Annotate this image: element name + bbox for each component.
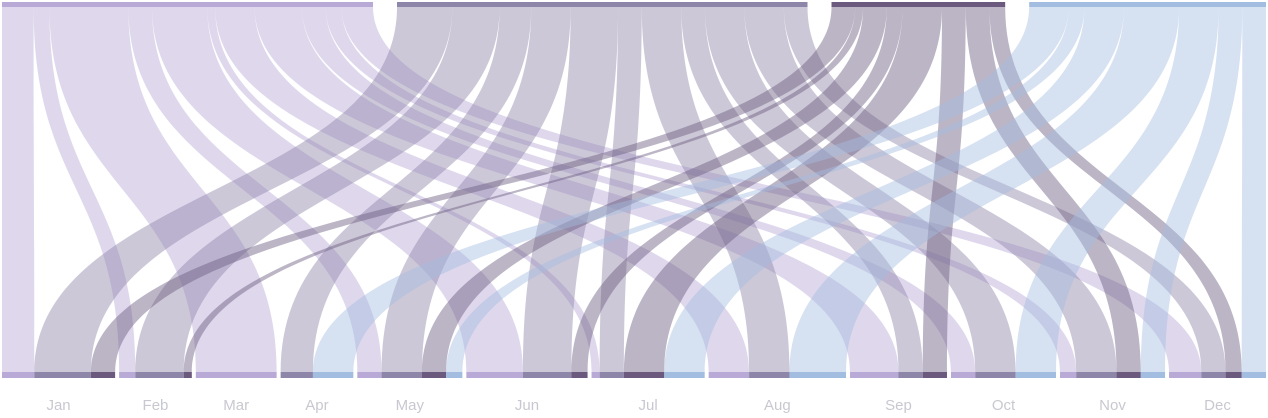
month-node-segment-may-s1 <box>381 372 422 378</box>
month-label-jul: Jul <box>639 397 658 414</box>
flow-link-s0-feb <box>33 7 136 372</box>
flow-link-s3-apr <box>312 7 1069 372</box>
flow-link-s0-jul <box>207 7 600 372</box>
month-node-segment-sep-s1 <box>898 372 923 378</box>
month-node-segment-sep-s2 <box>922 372 947 378</box>
flow-link-s3-jul <box>664 7 1124 372</box>
month-label-apr: Apr <box>305 397 328 414</box>
flow-link-s2-jun <box>571 7 903 372</box>
month-node-segment-jan-s2 <box>90 372 116 378</box>
month-node-segment-dec-s3 <box>1241 372 1266 378</box>
flow-link-s0-nov <box>325 7 1077 372</box>
month-node-segment-nov-s3 <box>1140 372 1166 378</box>
flow-link-s2-jan <box>90 7 856 372</box>
month-node-segment-oct-s1 <box>975 372 1016 378</box>
month-node-segment-aug-s3 <box>789 372 847 378</box>
flow-link-s0-jan <box>2 7 35 372</box>
month-node-segment-oct-s0 <box>950 372 976 378</box>
month-label-dec: Dec <box>1204 397 1231 414</box>
flow-link-s1-jun <box>522 7 619 372</box>
flow-link-s0-jun <box>151 7 523 372</box>
flow-link-s1-dec <box>783 7 1226 372</box>
month-node-segment-jun-s0 <box>466 372 523 378</box>
month-node-segment-jul-s1 <box>599 372 624 378</box>
flow-link-s1-oct <box>704 7 1016 372</box>
flow-link-s1-sep <box>681 7 923 372</box>
flow-link-s3-dec <box>1241 7 1266 372</box>
month-node-segment-feb-s1 <box>135 372 184 378</box>
month-node-segment-aug-s0 <box>708 372 750 378</box>
month-label-sep: Sep <box>885 397 912 414</box>
month-node-segment-dec-s0 <box>1169 372 1202 378</box>
flow-link-s3-may <box>446 7 1085 372</box>
flow-link-s0-oct <box>301 7 976 372</box>
month-node-segment-may-s0 <box>357 372 382 378</box>
flow-link-s3-oct <box>1015 7 1219 372</box>
month-node-segment-may-s2 <box>421 372 447 378</box>
month-node-segment-nov-s0 <box>1060 372 1077 378</box>
month-node-segment-jul-s0 <box>591 372 600 378</box>
flow-link-s3-nov <box>1140 7 1243 372</box>
month-node-segment-jan-s1 <box>34 372 91 378</box>
month-node-segment-jun-s2 <box>571 372 588 378</box>
flow-link-s1-jan <box>34 7 453 372</box>
month-label-mar: Mar <box>223 397 249 414</box>
month-node-segment-aug-s1 <box>749 372 790 378</box>
month-label-jan: Jan <box>46 397 70 414</box>
flow-links <box>2 7 1266 372</box>
flow-link-s1-apr <box>280 7 532 372</box>
month-label-feb: Feb <box>143 397 169 414</box>
month-label-aug: Aug <box>764 397 791 414</box>
month-node-segment-sep-s0 <box>850 372 899 378</box>
source-node-2 <box>831 2 1006 7</box>
flow-link-s1-jul <box>599 7 642 372</box>
month-labels: Jan Feb Mar Apr May Jun Jul Aug Sep Oct Nov Dec <box>46 397 1231 414</box>
month-node-segment-jun-s1 <box>522 372 572 378</box>
flow-link-s2-dec <box>989 7 1242 372</box>
flow-link-s1-feb <box>135 7 500 372</box>
flow-link-s0-mar <box>49 7 277 372</box>
flow-link-s0-may <box>128 7 382 372</box>
flow-link-s0-aug <box>215 7 750 372</box>
month-node-segment-feb-s2 <box>183 372 192 378</box>
month-node-segment-dec-s2 <box>1225 372 1242 378</box>
flow-link-s1-aug <box>641 7 790 372</box>
flow-link-s2-nov <box>965 7 1141 372</box>
month-label-nov: Nov <box>1099 397 1126 414</box>
flow-link-s0-sep <box>254 7 899 372</box>
month-node-segment-oct-s3 <box>1015 372 1057 378</box>
flow-link-s2-feb <box>183 7 864 372</box>
month-node-segment-apr-s3 <box>312 372 354 378</box>
month-label-oct: Oct <box>992 397 1016 414</box>
month-nodes <box>2 372 1266 378</box>
source-node-1 <box>397 2 808 7</box>
source-nodes <box>2 2 1266 7</box>
source-node-3 <box>1029 2 1266 7</box>
flow-link-s2-may <box>421 7 887 372</box>
month-node-segment-apr-s1 <box>280 372 313 378</box>
month-label-jun: Jun <box>515 397 539 414</box>
month-label-may: May <box>396 397 425 414</box>
month-node-segment-dec-s1 <box>1201 372 1226 378</box>
month-node-segment-may-s3 <box>446 372 463 378</box>
month-node-segment-nov-s2 <box>1116 372 1141 378</box>
flow-link-s2-sep <box>922 7 966 372</box>
flow-link-s1-nov <box>744 7 1117 372</box>
flow-link-s2-jul <box>623 7 943 372</box>
month-node-segment-jan-s0 <box>2 372 35 378</box>
flow-link-s1-may <box>381 7 571 372</box>
flow-link-s0-dec <box>341 7 1202 372</box>
month-node-segment-jul-s3 <box>664 372 705 378</box>
month-node-segment-nov-s1 <box>1076 372 1117 378</box>
source-node-0 <box>2 2 374 7</box>
flow-link-s3-aug <box>789 7 1180 372</box>
month-node-segment-feb-s0 <box>119 372 136 378</box>
month-node-segment-mar-s0 <box>195 372 277 378</box>
month-node-segment-jul-s2 <box>623 372 665 378</box>
